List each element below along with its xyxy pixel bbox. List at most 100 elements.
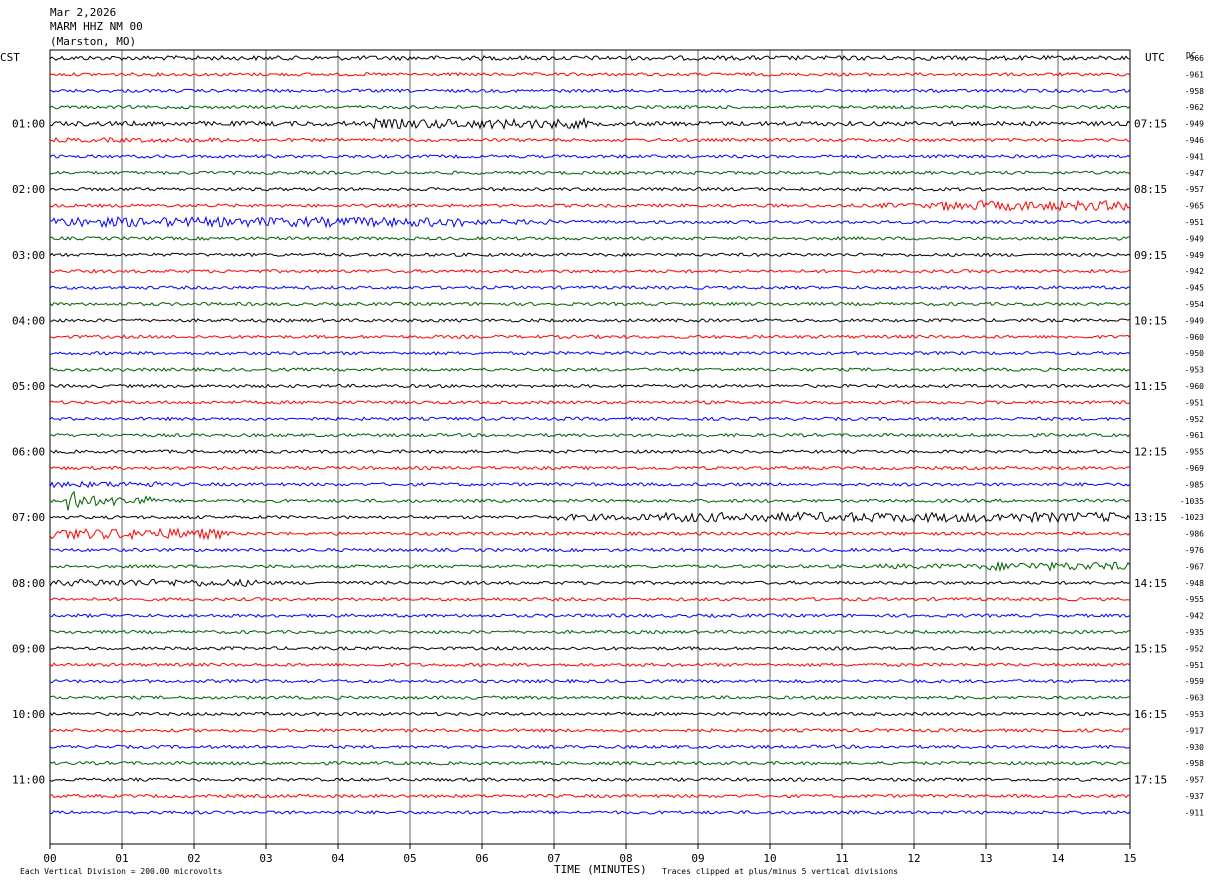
x-tick-label: 15 bbox=[1123, 852, 1136, 865]
dc-offset-label: -961 bbox=[1185, 431, 1204, 440]
right-hour-label: 14:15 bbox=[1134, 577, 1167, 590]
trace-row-44 bbox=[49, 777, 1130, 783]
x-tick-label: 08 bbox=[619, 852, 632, 865]
dc-offset-label: -960 bbox=[1185, 382, 1204, 391]
dc-offset-label: -951 bbox=[1185, 218, 1204, 227]
x-tick-label: 01 bbox=[115, 852, 128, 865]
dc-offset-label: -930 bbox=[1185, 743, 1204, 752]
trace-row-46 bbox=[49, 810, 1131, 815]
trace-row-9 bbox=[49, 199, 1131, 212]
dc-offset-label: -949 bbox=[1185, 316, 1204, 325]
trace-row-45 bbox=[49, 793, 1131, 799]
dc-offset-label: -952 bbox=[1185, 644, 1204, 653]
dc-offset-label: -942 bbox=[1185, 267, 1204, 276]
trace-row-29 bbox=[49, 527, 1131, 541]
dc-offset-label: -945 bbox=[1185, 284, 1204, 293]
x-tick-label: 13 bbox=[979, 852, 992, 865]
trace-row-32 bbox=[49, 578, 1131, 587]
dc-offset-label: -960 bbox=[1185, 333, 1204, 342]
left-hour-label: 01:00 bbox=[12, 118, 45, 131]
left-hour-label: 11:00 bbox=[12, 774, 45, 787]
trace-row-14 bbox=[49, 285, 1131, 291]
dc-offset-label: -958 bbox=[1185, 87, 1204, 96]
plot-frame bbox=[49, 49, 1131, 845]
seismic-traces bbox=[49, 54, 1131, 815]
trace-row-26 bbox=[49, 480, 1131, 489]
dc-offset-label: -953 bbox=[1185, 710, 1204, 719]
trace-row-3 bbox=[49, 104, 1131, 110]
trace-row-41 bbox=[49, 727, 1130, 733]
trace-row-25 bbox=[49, 465, 1131, 471]
trace-row-30 bbox=[49, 547, 1131, 553]
trace-row-19 bbox=[49, 367, 1131, 373]
left-hour-labels: 01:00 02:00 03:00 04:00 05:00 06:00 07:00 08:00… bbox=[12, 118, 45, 787]
dc-offset-label: -911 bbox=[1185, 808, 1204, 817]
dc-offset-label: -961 bbox=[1185, 70, 1204, 79]
x-axis-ticks: 00 01 02 03 04 05 06 07 08 09 10 11 12 13 14 15 bbox=[43, 844, 1137, 865]
left-hour-label: 07:00 bbox=[12, 511, 45, 524]
trace-row-40 bbox=[49, 711, 1131, 717]
left-hour-label: 02:00 bbox=[12, 183, 45, 196]
dc-offset-label: -976 bbox=[1185, 546, 1204, 555]
dc-offset-label: -937 bbox=[1185, 792, 1204, 801]
right-hour-label: 16:15 bbox=[1134, 708, 1167, 721]
trace-row-13 bbox=[49, 268, 1131, 274]
dc-offset-label: -967 bbox=[1185, 562, 1204, 571]
trace-row-27 bbox=[49, 490, 1131, 511]
right-hour-label: 17:15 bbox=[1134, 774, 1167, 787]
dc-label: DC bbox=[1186, 51, 1196, 60]
trace-row-36 bbox=[49, 645, 1131, 651]
left-timezone-label: CST bbox=[0, 51, 20, 64]
dc-offset-label: -952 bbox=[1185, 415, 1204, 424]
x-tick-label: 12 bbox=[907, 852, 920, 865]
dc-offset-label: -957 bbox=[1185, 776, 1204, 785]
trace-row-12 bbox=[49, 252, 1131, 258]
trace-row-39 bbox=[49, 695, 1131, 700]
dc-offset-label: -958 bbox=[1185, 759, 1204, 768]
trace-row-22 bbox=[49, 416, 1131, 422]
trace-row-35 bbox=[49, 629, 1131, 635]
dc-offset-label: -935 bbox=[1185, 628, 1204, 637]
x-tick-label: 14 bbox=[1051, 852, 1065, 865]
trace-row-37 bbox=[49, 662, 1131, 668]
trace-row-31 bbox=[49, 560, 1131, 573]
trace-row-15 bbox=[49, 301, 1131, 307]
dc-offset-label: -955 bbox=[1185, 595, 1204, 604]
right-hour-label: 12:15 bbox=[1134, 446, 1167, 459]
trace-row-8 bbox=[49, 186, 1131, 192]
x-tick-label: 02 bbox=[187, 852, 200, 865]
right-hour-label: 10:15 bbox=[1134, 314, 1167, 327]
left-hour-label: 10:00 bbox=[12, 708, 45, 721]
minute-gridlines bbox=[121, 50, 1059, 844]
left-hour-label: 06:00 bbox=[12, 446, 45, 459]
dc-offset-label: -959 bbox=[1185, 677, 1204, 686]
dc-offset-label: -1023 bbox=[1180, 513, 1204, 522]
trace-row-33 bbox=[49, 596, 1131, 602]
dc-offset-label: -949 bbox=[1185, 251, 1204, 260]
left-hour-label: 08:00 bbox=[12, 577, 45, 590]
x-tick-label: 09 bbox=[691, 852, 704, 865]
left-hour-label: 09:00 bbox=[12, 642, 45, 655]
trace-row-18 bbox=[49, 350, 1131, 356]
right-hour-label: 08:15 bbox=[1134, 183, 1167, 196]
header-station: MARM HHZ NM 00 bbox=[50, 20, 143, 33]
x-tick-label: 05 bbox=[403, 852, 416, 865]
right-hour-label: 07:15 bbox=[1134, 118, 1167, 131]
trace-row-34 bbox=[49, 613, 1131, 619]
trace-row-4 bbox=[49, 117, 1131, 130]
dc-offset-label: -951 bbox=[1185, 661, 1204, 670]
header-date: Mar 2,2026 bbox=[50, 6, 116, 19]
x-tick-label: 07 bbox=[547, 852, 560, 865]
dc-offset-label: -962 bbox=[1185, 103, 1204, 112]
trace-row-0 bbox=[49, 54, 1131, 62]
trace-row-24 bbox=[49, 449, 1131, 455]
footer-scale-note: Each Vertical Division = 200.00 microvol… bbox=[20, 867, 222, 876]
dc-offset-label: -963 bbox=[1185, 694, 1204, 703]
dc-offset-label: -949 bbox=[1185, 234, 1204, 243]
x-tick-label: 11 bbox=[835, 852, 848, 865]
trace-row-28 bbox=[49, 511, 1131, 524]
dc-offset-label: -947 bbox=[1185, 169, 1204, 178]
footer-clip-note: Traces clipped at plus/minus 5 vertical … bbox=[662, 867, 898, 876]
dc-offset-label: -986 bbox=[1185, 530, 1204, 539]
